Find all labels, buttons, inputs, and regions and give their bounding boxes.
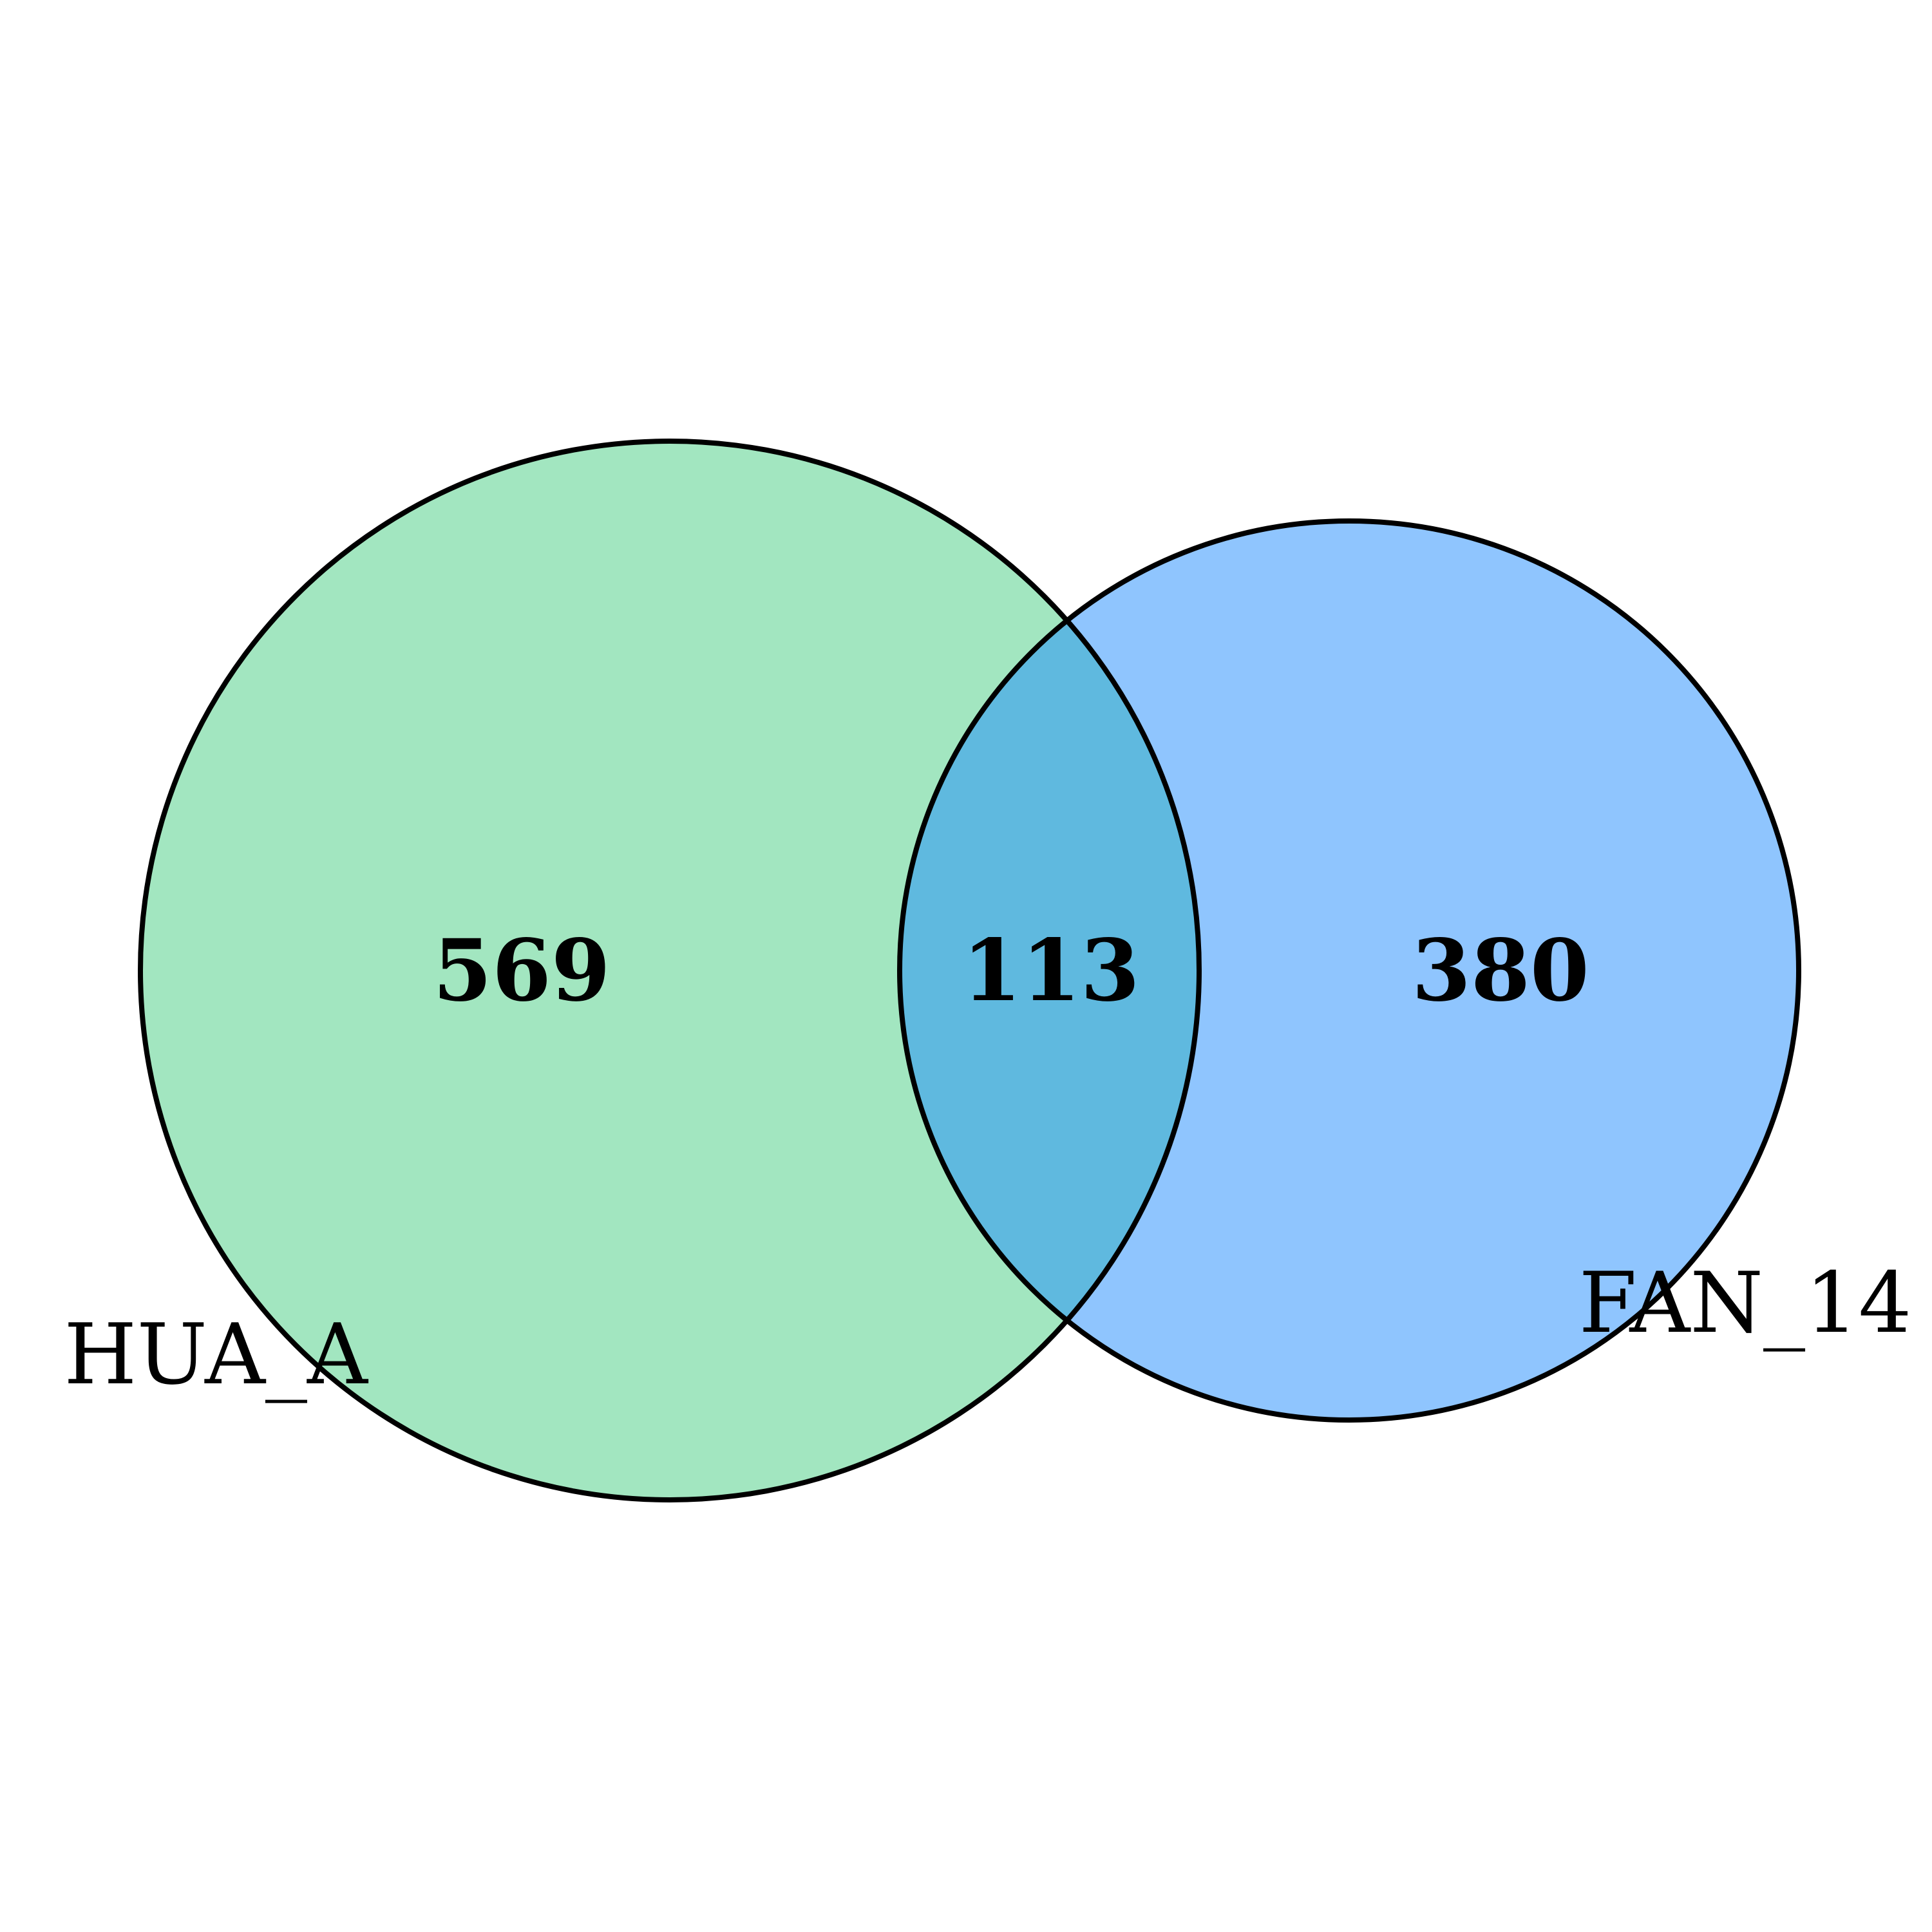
set-a-label: HUA_A bbox=[64, 1305, 369, 1403]
set-a-only-count: 569 bbox=[433, 921, 611, 1021]
intersection-count: 113 bbox=[962, 921, 1140, 1021]
intersection-region bbox=[900, 521, 1199, 1420]
set-a-circle-fill bbox=[140, 441, 1199, 1500]
set-b-circle-outline bbox=[897, 518, 1801, 1423]
set-b-only-count: 380 bbox=[1412, 921, 1589, 1021]
set-b-label: FAN_14 bbox=[1579, 1254, 1912, 1352]
set-a-circle-outline bbox=[138, 439, 1202, 1502]
